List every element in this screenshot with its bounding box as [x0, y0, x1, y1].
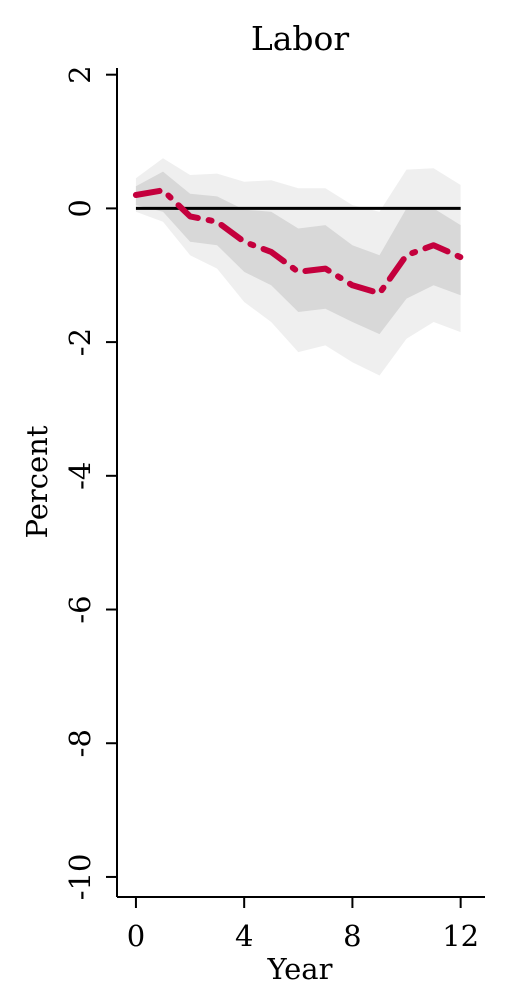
x-tick-label: 8 [343, 919, 361, 953]
y-axis-label: Percent [20, 425, 54, 538]
y-tick-label: 2 [63, 65, 97, 83]
chart-title: Labor [251, 19, 350, 58]
tick-group: 2 0 -2 -4 -6 -8 -10 0 4 8 12 [63, 65, 479, 953]
x-tick-label: 0 [127, 919, 145, 953]
y-tick-label: -2 [63, 328, 97, 356]
x-axis-label: Year [267, 952, 333, 986]
y-tick-label: -10 [63, 854, 97, 901]
x-tick-label: 4 [235, 919, 253, 953]
y-tick-label: -4 [63, 462, 97, 490]
y-tick-label: -6 [63, 595, 97, 623]
series-line [132, 187, 464, 297]
axes [116, 68, 485, 898]
y-tick-label: -8 [63, 729, 97, 757]
confidence-bands [135, 158, 461, 376]
inner-confidence-band [135, 171, 461, 335]
y-tick-label: 0 [63, 199, 97, 217]
x-tick-label: 12 [442, 919, 479, 953]
